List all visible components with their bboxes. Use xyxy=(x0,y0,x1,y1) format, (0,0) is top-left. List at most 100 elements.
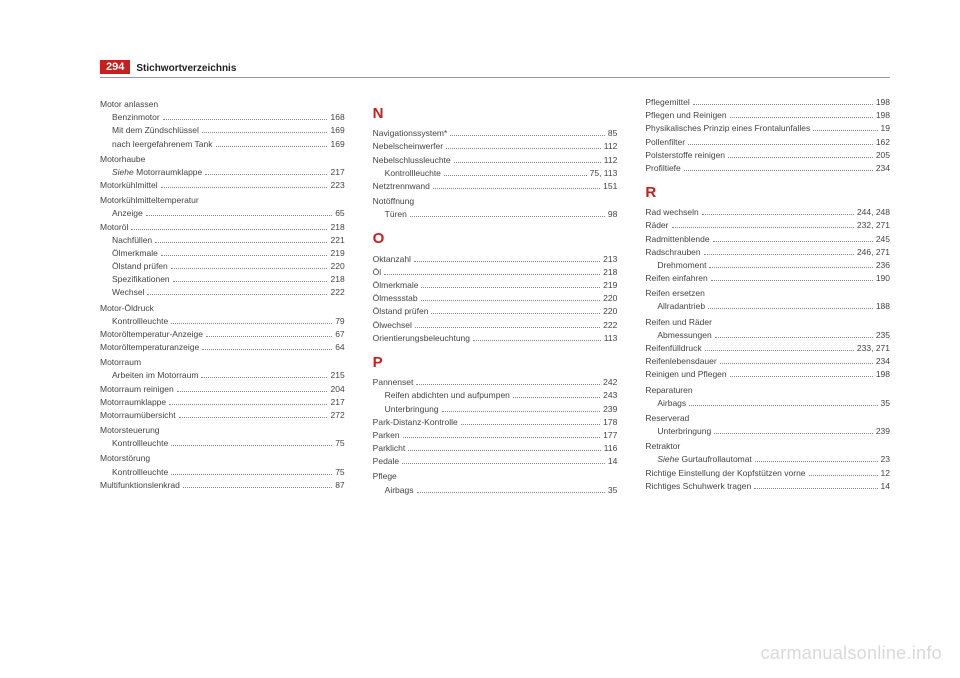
leader-dots xyxy=(146,215,332,216)
index-entry-page: 222 xyxy=(330,286,344,299)
index-entry-label: Ölmessstab xyxy=(373,292,418,305)
leader-dots xyxy=(169,404,327,405)
index-entry-page: 215 xyxy=(330,369,344,382)
index-entry-page: 219 xyxy=(603,279,617,292)
index-entry-label: Siehe Motorraumklappe xyxy=(112,166,202,179)
leader-dots xyxy=(728,157,873,158)
index-entry-label: Motorraumübersicht xyxy=(100,409,176,422)
section-letter: R xyxy=(645,181,890,204)
index-entry: Motorraumklappe217 xyxy=(100,396,345,409)
index-entry-label: Radmittenblende xyxy=(645,233,709,246)
leader-dots xyxy=(755,461,878,462)
index-group-head: Pflege xyxy=(373,470,618,483)
index-entry-label: Profiltiefe xyxy=(645,162,680,175)
index-entry: Reifen abdichten und aufpumpen243 xyxy=(373,389,618,402)
index-group-head: Reifen und Räder xyxy=(645,316,890,329)
leader-dots xyxy=(715,337,873,338)
index-entry-label: Richtige Einstellung der Kopfstützen vor… xyxy=(645,467,805,480)
index-entry-page: 233, 271 xyxy=(857,342,890,355)
index-entry-page: 219 xyxy=(330,247,344,260)
index-entry-page: 67 xyxy=(335,328,344,341)
index-entry: Rad wechseln244, 248 xyxy=(645,206,890,219)
index-entry-label: Ölstand prüfen xyxy=(373,305,429,318)
index-entry: Türen98 xyxy=(373,208,618,221)
index-entry-label: Polsterstoffe reinigen xyxy=(645,149,725,162)
leader-dots xyxy=(421,300,601,301)
index-entry: nach leergefahrenem Tank169 xyxy=(100,138,345,151)
index-entry: Reifenlebensdauer234 xyxy=(645,355,890,368)
leader-dots xyxy=(444,175,587,176)
index-entry: Pflegen und Reinigen198 xyxy=(645,109,890,122)
leader-dots xyxy=(415,327,600,328)
index-entry: Motoröl218 xyxy=(100,221,345,234)
index-entry-page: 220 xyxy=(603,305,617,318)
section-letter: N xyxy=(373,102,618,125)
leader-dots xyxy=(179,417,328,418)
leader-dots xyxy=(431,313,600,314)
index-entry: Parklicht116 xyxy=(373,442,618,455)
index-entry-label: nach leergefahrenem Tank xyxy=(112,138,213,151)
index-entry-label: Ölmerkmale xyxy=(373,279,419,292)
index-entry-label: Benzinmotor xyxy=(112,111,160,124)
index-entry: Kontrollleuchte75 xyxy=(100,466,345,479)
index-group-head: Notöffnung xyxy=(373,195,618,208)
leader-dots xyxy=(433,188,600,189)
index-entry: Pollenfilter162 xyxy=(645,136,890,149)
index-entry-page: 85 xyxy=(608,127,617,140)
index-entry-label: Motoröltemperaturanzeige xyxy=(100,341,199,354)
index-entry-page: 232, 271 xyxy=(857,219,890,232)
index-entry-page: 151 xyxy=(603,180,617,193)
index-entry-page: 236 xyxy=(876,259,890,272)
index-group-head: Motorsteuerung xyxy=(100,424,345,437)
index-entry-page: 190 xyxy=(876,272,890,285)
index-entry: Motorraumübersicht 272 xyxy=(100,409,345,422)
index-entry-page: 204 xyxy=(330,383,344,396)
page-title: Stichwortverzeichnis xyxy=(136,63,236,74)
index-entry-label: Netztrennwand xyxy=(373,180,430,193)
index-entry: Nebelschlussleuchte112 xyxy=(373,154,618,167)
index-entry-page: 23 xyxy=(881,453,890,466)
index-entry: Benzinmotor168 xyxy=(100,111,345,124)
index-entry-label: Reifen einfahren xyxy=(645,272,707,285)
index-entry: Ölwechsel222 xyxy=(373,319,618,332)
page-header: 294 Stichwortverzeichnis xyxy=(100,60,890,78)
index-entry-label: Kontrollleuchte xyxy=(112,466,168,479)
leader-dots xyxy=(702,214,854,215)
index-entry: Nachfüllen221 xyxy=(100,234,345,247)
index-entry: Arbeiten im Motorraum215 xyxy=(100,369,345,382)
index-entry-label: Radschrauben xyxy=(645,246,700,259)
index-entry: Pannenset242 xyxy=(373,376,618,389)
leader-dots xyxy=(206,336,332,337)
index-entry-page: 113 xyxy=(604,332,618,345)
index-entry-page: 79 xyxy=(335,315,344,328)
index-entry-label: Drehmoment xyxy=(657,259,706,272)
index-entry-page: 65 xyxy=(335,207,344,220)
leader-dots xyxy=(713,241,873,242)
index-entry: Pedale14 xyxy=(373,455,618,468)
index-group-head: Motorkühlmitteltemperatur xyxy=(100,194,345,207)
index-entry-page: 75 xyxy=(335,437,344,450)
index-columns: Motor anlassenBenzinmotor168Mit dem Zünd… xyxy=(100,96,890,497)
leader-dots xyxy=(730,376,873,377)
index-group-head: Motor-Öldruck xyxy=(100,302,345,315)
index-entry-page: 205 xyxy=(876,149,890,162)
index-entry-label: Abmessungen xyxy=(657,329,711,342)
leader-dots xyxy=(473,340,601,341)
index-entry-page: 177 xyxy=(603,429,617,442)
index-entry: Wechsel 222 xyxy=(100,286,345,299)
index-entry: Radschrauben246, 271 xyxy=(645,246,890,259)
index-entry-label: Räder xyxy=(645,219,668,232)
index-entry-label: Reifenfülldruck xyxy=(645,342,701,355)
index-entry-label: Airbags xyxy=(385,484,414,497)
index-entry-label: Motorkühlmittel xyxy=(100,179,158,192)
index-entry: Reifenfülldruck 233, 271 xyxy=(645,342,890,355)
index-entry-label: Ölmerkmale xyxy=(112,247,158,260)
leader-dots xyxy=(693,104,873,105)
index-entry: Spezifikationen218 xyxy=(100,273,345,286)
index-entry-page: 198 xyxy=(876,96,890,109)
index-entry: Drehmoment 236 xyxy=(645,259,890,272)
index-entry-page: 213 xyxy=(603,253,617,266)
index-entry-page: 272 xyxy=(330,409,344,422)
index-entry-label: Wechsel xyxy=(112,286,144,299)
index-entry: Abmessungen235 xyxy=(645,329,890,342)
